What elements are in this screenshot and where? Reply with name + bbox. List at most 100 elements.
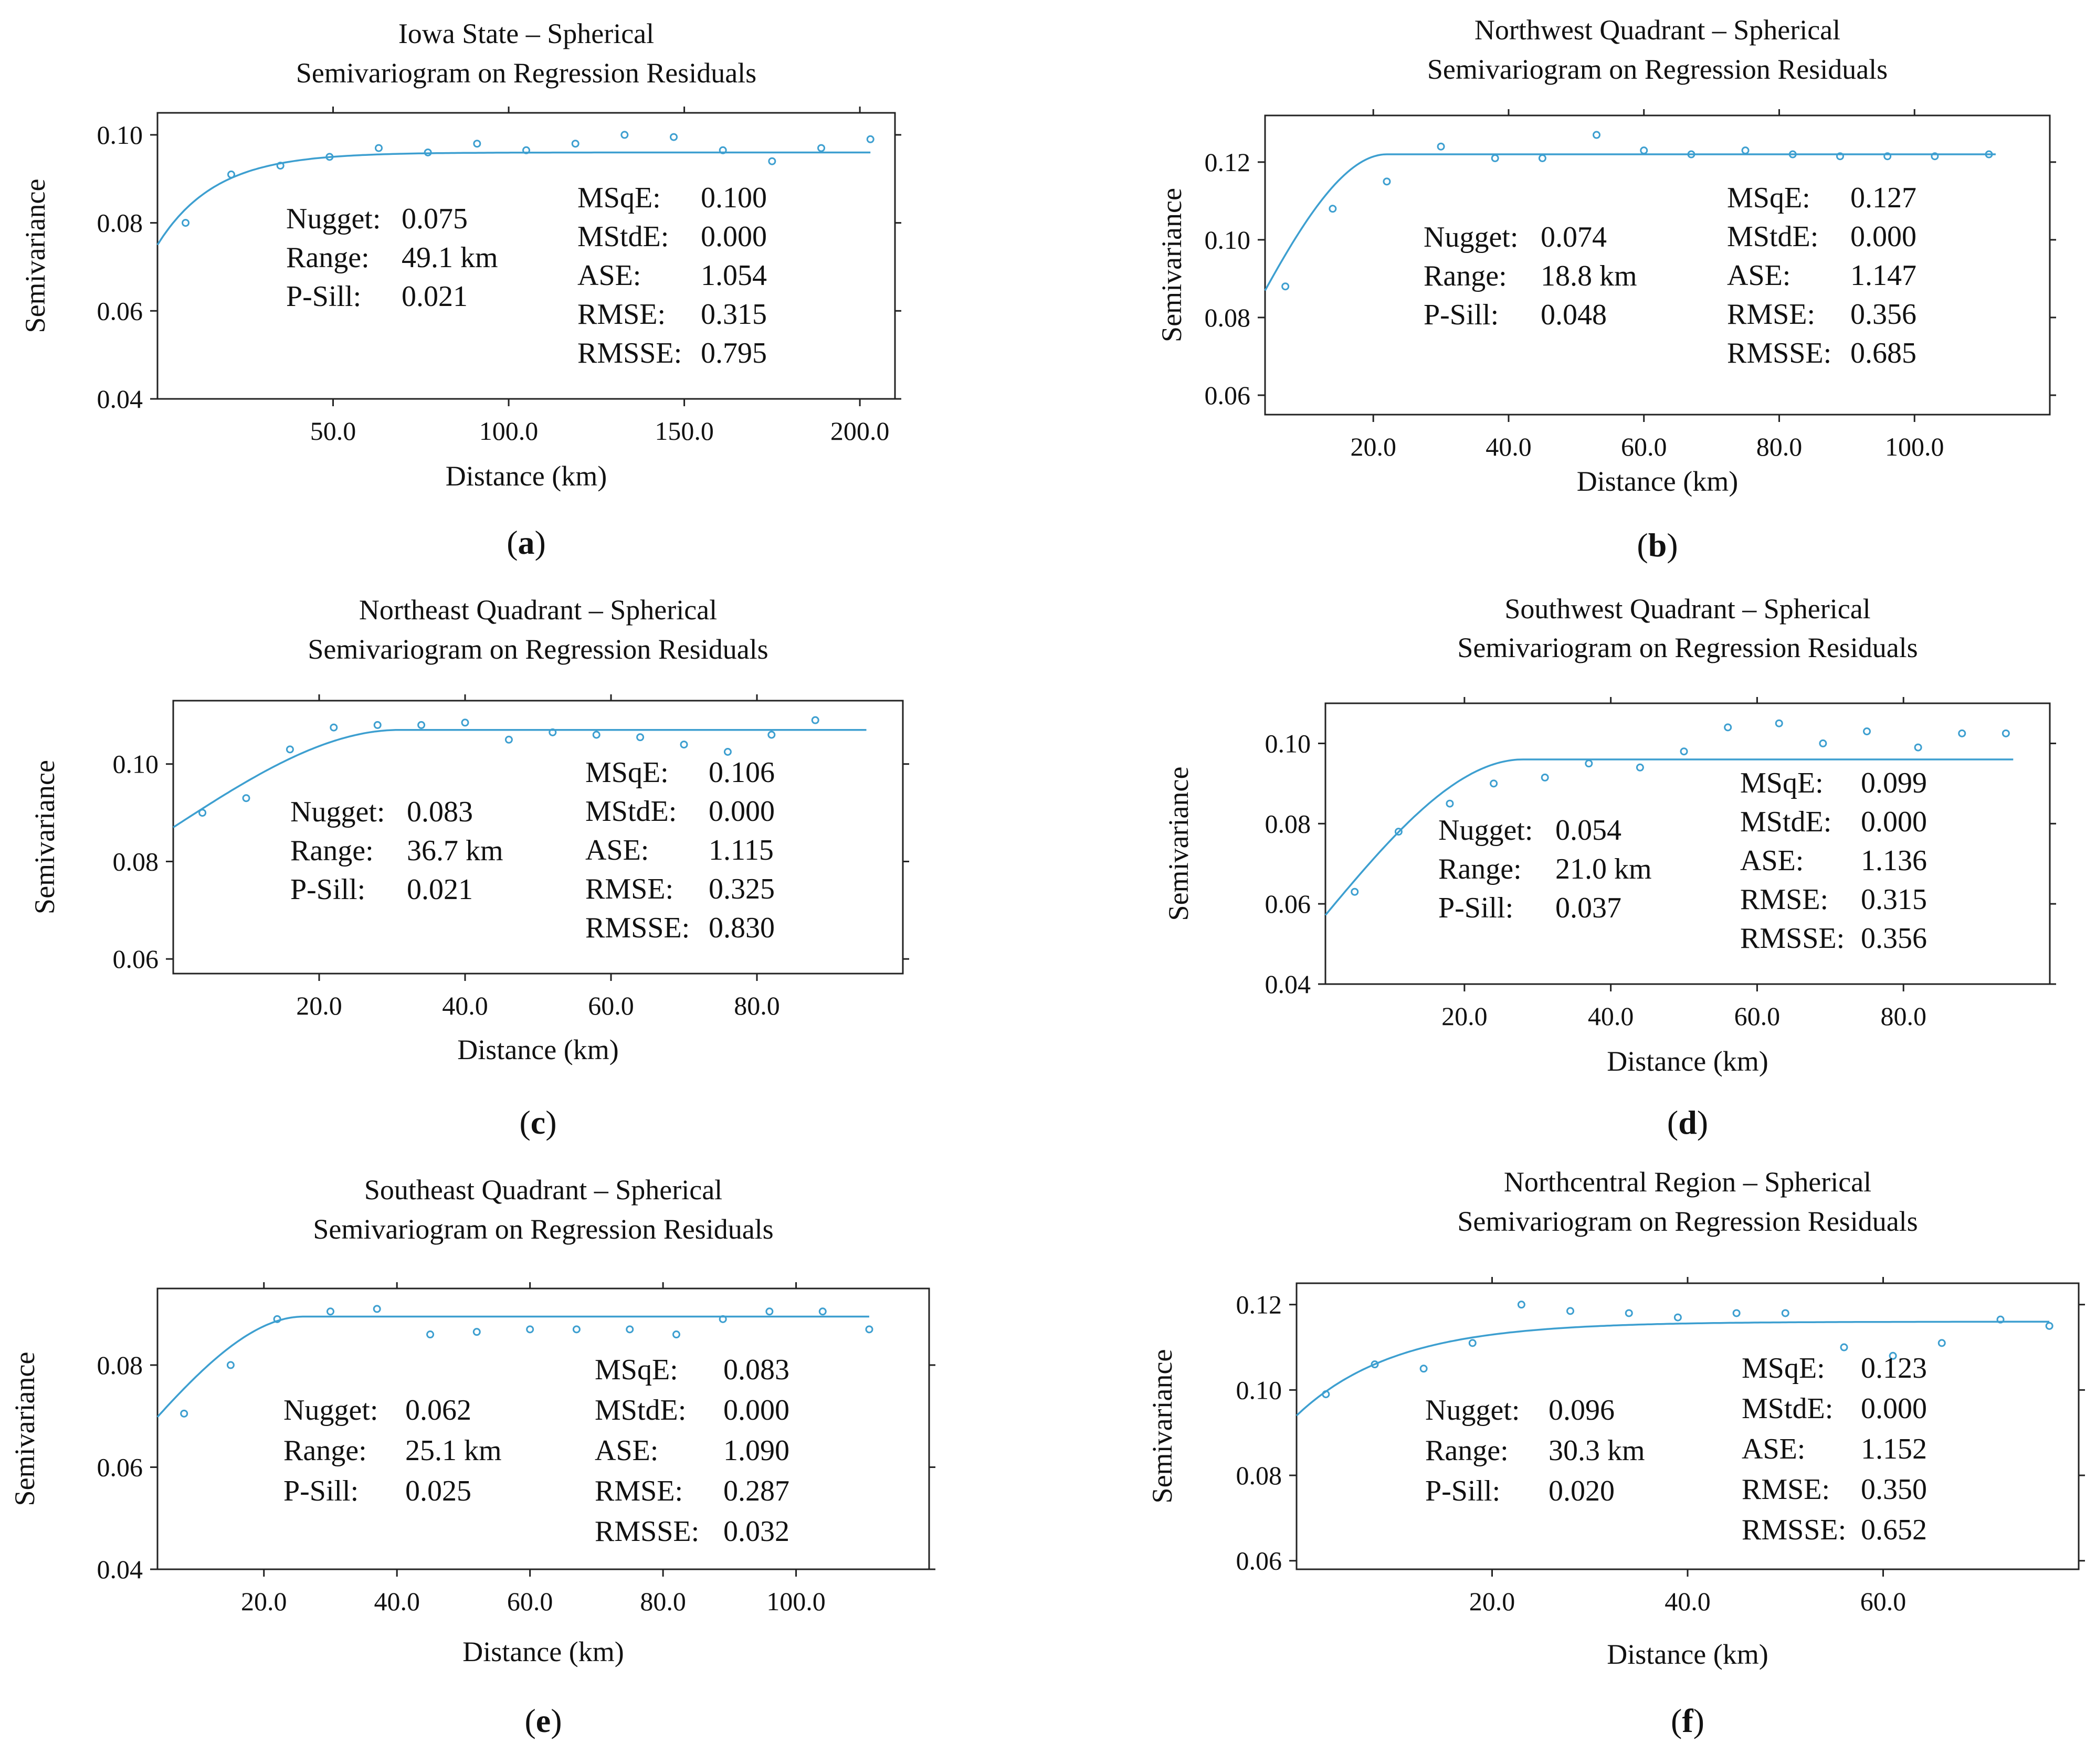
data-point: [1673, 1313, 1682, 1322]
x-tick-label: 100.0: [766, 1587, 826, 1616]
stat-label: MStdE:: [595, 1394, 686, 1427]
data-point: [1593, 131, 1601, 139]
data-point: [1883, 152, 1892, 161]
param-label: P-Sill:: [1424, 299, 1499, 331]
stat-value: 1.054: [701, 259, 767, 292]
panel-caption: (a): [507, 524, 546, 561]
chart-panel-a: Iowa State – Spherical Semivariogram on R…: [19, 18, 901, 561]
x-tick-label: 40.0: [1665, 1587, 1711, 1616]
y-tick-label: 0.06: [1265, 889, 1311, 918]
data-point: [1732, 1309, 1741, 1317]
data-point: [1741, 146, 1750, 155]
x-tick-label: 60.0: [1860, 1587, 1907, 1616]
data-point: [719, 146, 727, 154]
chart-title-line-1: Northeast Quadrant – Spherical: [359, 594, 717, 626]
data-point: [1724, 723, 1732, 732]
x-tick-label: 40.0: [374, 1587, 420, 1616]
chart-title-line-2: Semivariogram on Regression Residuals: [1457, 632, 1918, 663]
stat-value: 0.000: [701, 220, 767, 253]
chart-title-line-2: Semivariogram on Regression Residuals: [313, 1213, 773, 1245]
y-tick-label: 0.10: [113, 749, 159, 779]
plot-frame: [156, 1287, 930, 1570]
stat-value: 0.000: [723, 1394, 789, 1427]
y-tick-label: 0.08: [1265, 809, 1311, 838]
data-point: [1687, 150, 1695, 159]
param-label: Nugget:: [283, 1394, 378, 1427]
chart-title-line-1: Southeast Quadrant – Spherical: [364, 1174, 722, 1206]
stat-value: 0.032: [723, 1515, 789, 1548]
plot-frame: [156, 112, 896, 400]
stat-value: 0.000: [1861, 806, 1927, 838]
data-point: [1394, 828, 1403, 836]
stat-value: 1.136: [1861, 844, 1927, 877]
x-tick-label: 40.0: [442, 991, 488, 1020]
data-point: [426, 1330, 435, 1339]
model-curve: [1295, 1321, 2050, 1417]
param-value: 0.037: [1555, 892, 1621, 924]
chart-panel-e: Southeast Quadrant – Spherical Semivariog…: [9, 1174, 935, 1739]
panel-caption: (f): [1671, 1702, 1704, 1739]
y-tick-label: 0.10: [1236, 1375, 1282, 1404]
stat-label: RMSE:: [1727, 298, 1815, 331]
param-value: 0.062: [405, 1394, 471, 1427]
y-tick-label: 0.08: [113, 847, 159, 876]
data-point: [227, 170, 235, 178]
x-axis-label: Distance (km): [1607, 1639, 1768, 1670]
data-point: [765, 1307, 774, 1316]
param-label: P-Sill:: [286, 280, 361, 313]
param-value: 0.083: [407, 796, 473, 828]
x-tick-label: 100.0: [1885, 432, 1944, 461]
data-point: [1914, 743, 1922, 752]
stat-label: RMSSE:: [1742, 1514, 1846, 1546]
data-point: [1419, 1365, 1428, 1373]
y-tick-label: 0.06: [113, 944, 159, 974]
stat-value: 0.083: [723, 1354, 789, 1386]
param-label: P-Sill:: [283, 1475, 359, 1507]
data-point: [461, 719, 469, 727]
data-point: [424, 148, 432, 156]
data-point: [242, 794, 250, 802]
data-point: [1931, 152, 1939, 161]
data-point: [1281, 282, 1290, 291]
data-point: [1958, 729, 1966, 737]
data-point: [330, 723, 338, 732]
stat-value: 0.652: [1861, 1514, 1927, 1546]
y-tick-label: 0.06: [97, 296, 143, 325]
param-value: 0.021: [407, 873, 473, 906]
data-point: [1836, 152, 1844, 161]
param-label: Range:: [1425, 1434, 1509, 1467]
chart-title-line-2: Semivariogram on Regression Residuals: [308, 633, 768, 665]
y-axis-label: Semivariance: [1146, 1349, 1178, 1504]
plot-frame: [172, 700, 904, 975]
chart-title-line-1: Iowa State – Spherical: [398, 18, 654, 49]
data-point: [522, 146, 530, 154]
y-tick-label: 0.08: [1205, 303, 1251, 332]
data-point: [226, 1361, 235, 1369]
panel-caption: (c): [519, 1104, 556, 1141]
plot-frame: [1264, 114, 2051, 416]
data-point: [1819, 739, 1827, 747]
data-point: [1538, 154, 1546, 162]
param-value: 0.020: [1549, 1475, 1615, 1507]
model-curve: [1264, 153, 1996, 291]
stat-label: ASE:: [1740, 844, 1804, 877]
model-curve: [1324, 758, 2014, 916]
data-point: [1775, 719, 1783, 727]
data-point: [1863, 727, 1871, 735]
data-point: [373, 1305, 381, 1313]
chart-title-line-2: Semivariogram on Regression Residuals: [296, 57, 756, 89]
data-point: [572, 1325, 581, 1334]
x-tick-label: 200.0: [830, 416, 890, 446]
stat-label: MSqE:: [595, 1354, 678, 1386]
stat-value: 0.795: [701, 337, 767, 369]
data-point: [1329, 205, 1337, 213]
stat-value: 0.099: [1861, 767, 1927, 799]
data-point: [375, 144, 383, 152]
stat-label: RMSE:: [1740, 883, 1828, 916]
x-axis-label: Distance (km): [1577, 466, 1738, 497]
plot-frame: [1295, 1282, 2080, 1570]
x-tick-label: 20.0: [1441, 1001, 1488, 1031]
data-point: [1781, 1309, 1789, 1317]
y-tick-label: 0.10: [1205, 225, 1251, 255]
chart-panel-f: Northcentral Region – Spherical Semivario…: [1146, 1166, 2085, 1739]
